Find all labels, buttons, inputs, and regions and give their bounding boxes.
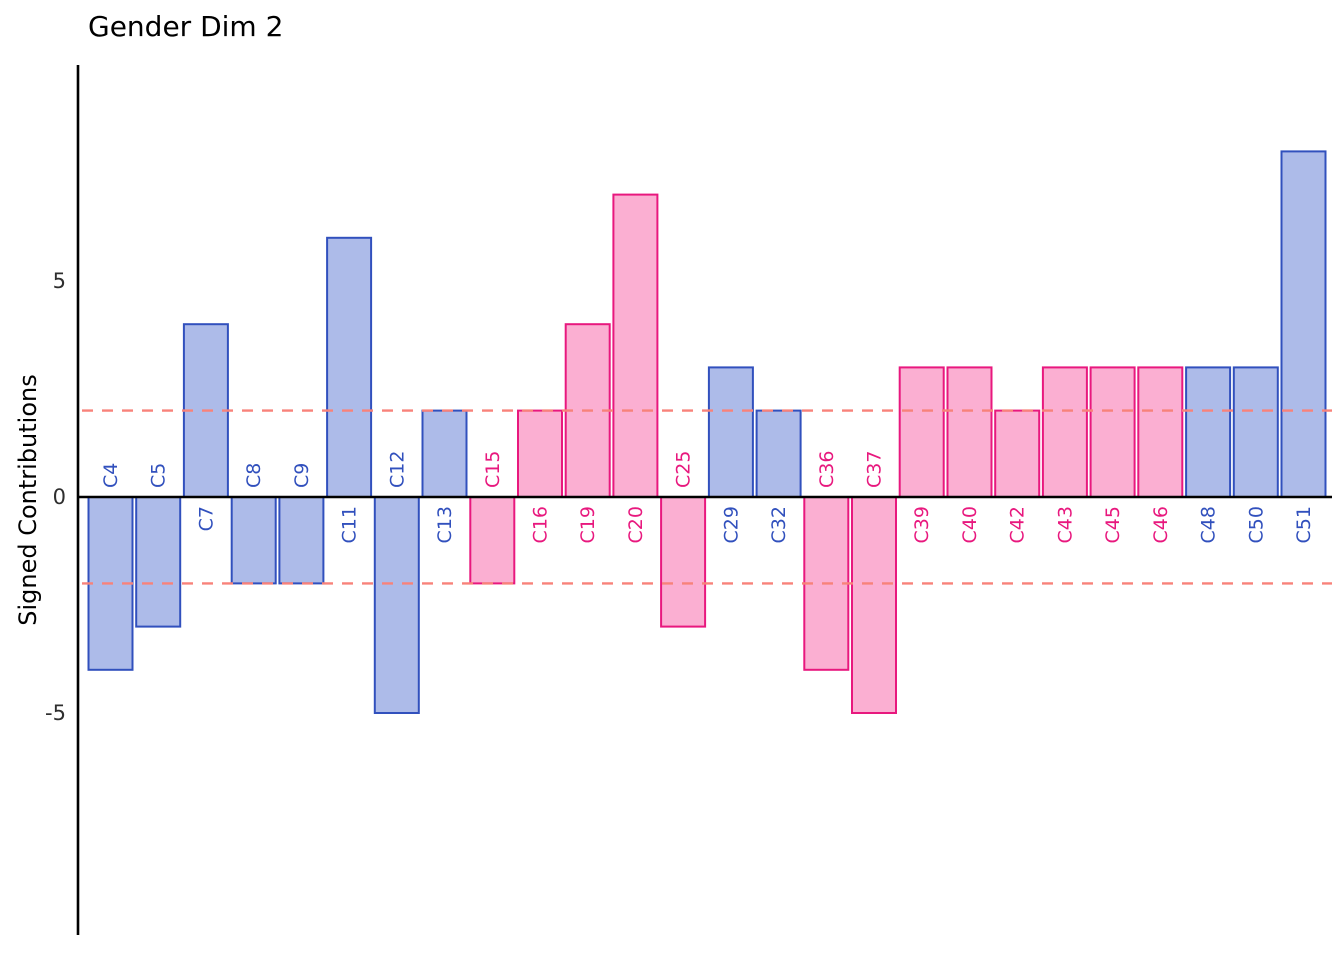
bar-label-C8: C8: [243, 463, 265, 488]
bar-label-C19: C19: [577, 506, 599, 543]
bar-label-C39: C39: [911, 506, 933, 543]
bar-C39: [898, 366, 945, 498]
bar-label-C12: C12: [386, 451, 408, 488]
bar-C40: [946, 366, 993, 498]
bar-C11: [326, 236, 373, 499]
bar-C9: [278, 496, 325, 585]
bar-label-C36: C36: [816, 451, 838, 488]
bar-label-C40: C40: [959, 506, 981, 543]
bar-label-C7: C7: [195, 506, 217, 531]
bar-C37: [851, 496, 897, 714]
bar-C5: [135, 496, 182, 628]
bar-label-C51: C51: [1293, 506, 1315, 543]
bar-label-C11: C11: [339, 506, 361, 543]
bar-label-C46: C46: [1150, 506, 1172, 543]
bar-label-C50: C50: [1245, 506, 1267, 543]
bar-C42: [994, 409, 1041, 499]
bar-label-C42: C42: [1007, 506, 1029, 543]
bar-C43: [1041, 366, 1088, 498]
bar-label-C4: C4: [100, 463, 122, 488]
chart-title: Gender Dim 2: [88, 10, 284, 43]
bar-C13: [421, 409, 468, 499]
bar-label-C20: C20: [625, 506, 647, 543]
bar-C12: [373, 496, 420, 714]
bar-label-C43: C43: [1054, 506, 1076, 543]
bar-label-C45: C45: [1102, 506, 1124, 543]
bar-label-C37: C37: [864, 451, 886, 488]
bar-C45: [1089, 366, 1136, 498]
bar-label-C15: C15: [482, 451, 504, 488]
bar-C20: [612, 193, 659, 498]
bar-C29: [707, 366, 754, 498]
y-tick-label-5: 5: [53, 269, 66, 293]
bar-label-C13: C13: [434, 506, 456, 543]
bar-C16: [517, 409, 563, 499]
bar-label-C16: C16: [530, 506, 552, 543]
bar-label-C29: C29: [720, 506, 742, 543]
bar-C8: [230, 496, 277, 585]
bar-C51: [1280, 150, 1327, 498]
bar-C46: [1137, 366, 1184, 498]
y-tick-label-0: 0: [53, 485, 66, 509]
bar-C15: [469, 496, 516, 585]
bar-C32: [755, 409, 802, 499]
bar-label-C48: C48: [1198, 506, 1220, 543]
bar-label-C25: C25: [673, 451, 695, 488]
bar-C25: [660, 496, 707, 628]
bar-C48: [1185, 366, 1232, 498]
bar-label-C5: C5: [148, 463, 170, 488]
bar-label-C32: C32: [768, 506, 790, 543]
bar-label-C9: C9: [291, 463, 313, 488]
bar-C50: [1232, 366, 1279, 498]
y-tick-label--5: -5: [45, 701, 66, 725]
